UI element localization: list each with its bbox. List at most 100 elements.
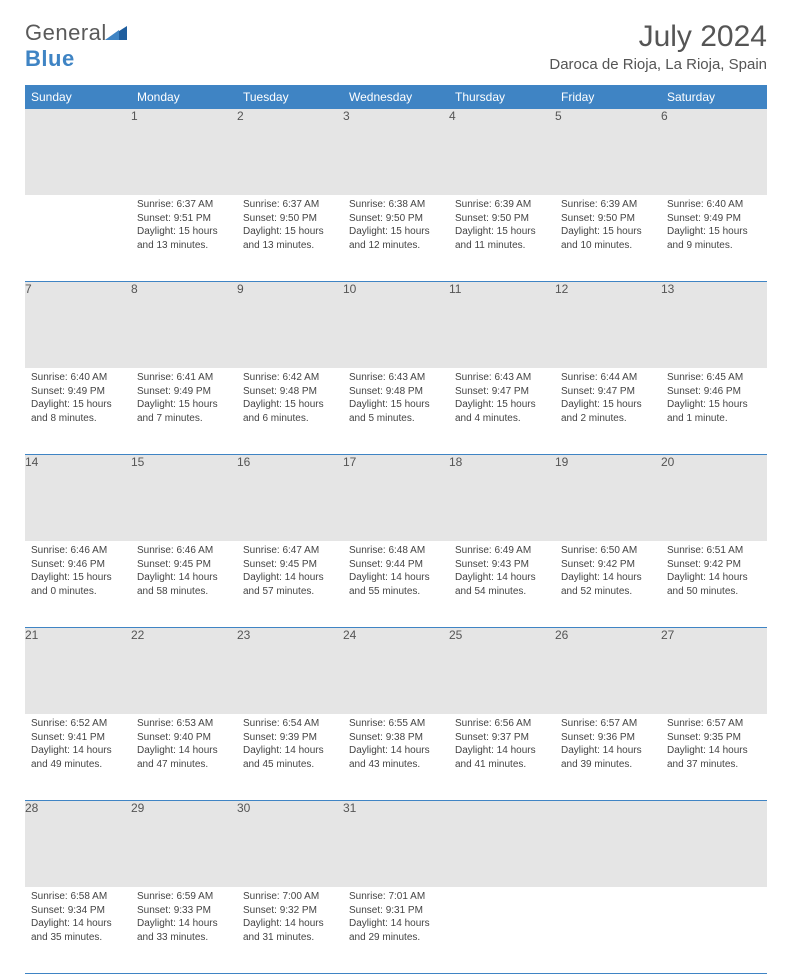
day-cell: Sunrise: 6:58 AMSunset: 9:34 PMDaylight:…	[25, 887, 131, 974]
day-number-cell: 14	[25, 455, 131, 542]
day-number-cell: 11	[449, 282, 555, 369]
day-cell: Sunrise: 6:41 AMSunset: 9:49 PMDaylight:…	[131, 368, 237, 455]
day-number-cell: 30	[237, 801, 343, 888]
day-cell: Sunrise: 6:52 AMSunset: 9:41 PMDaylight:…	[25, 714, 131, 801]
brand-text: GeneralBlue	[25, 20, 127, 72]
weekday-header: Thursday	[449, 85, 555, 109]
day-number-row: 123456	[25, 109, 767, 195]
day-cell-content: Sunrise: 6:45 AMSunset: 9:46 PMDaylight:…	[661, 368, 767, 431]
day-cell-content: Sunrise: 6:57 AMSunset: 9:35 PMDaylight:…	[661, 714, 767, 777]
logo-triangle-icon	[105, 24, 127, 40]
day-number-cell: 3	[343, 109, 449, 195]
day-number-cell: 15	[131, 455, 237, 542]
day-cell-content: Sunrise: 6:39 AMSunset: 9:50 PMDaylight:…	[555, 195, 661, 258]
day-number-cell: 2	[237, 109, 343, 195]
day-cell: Sunrise: 6:45 AMSunset: 9:46 PMDaylight:…	[661, 368, 767, 455]
day-cell-content: Sunrise: 6:37 AMSunset: 9:51 PMDaylight:…	[131, 195, 237, 258]
day-cell-content: Sunrise: 6:49 AMSunset: 9:43 PMDaylight:…	[449, 541, 555, 604]
weekday-header: Sunday	[25, 85, 131, 109]
day-cell-content: Sunrise: 6:46 AMSunset: 9:46 PMDaylight:…	[25, 541, 131, 604]
day-cell: Sunrise: 6:53 AMSunset: 9:40 PMDaylight:…	[131, 714, 237, 801]
day-cell-content: Sunrise: 6:57 AMSunset: 9:36 PMDaylight:…	[555, 714, 661, 777]
day-number-cell: 27	[661, 628, 767, 715]
brand-logo: GeneralBlue	[25, 20, 127, 72]
day-cell: Sunrise: 6:40 AMSunset: 9:49 PMDaylight:…	[661, 195, 767, 282]
day-cell-content: Sunrise: 6:46 AMSunset: 9:45 PMDaylight:…	[131, 541, 237, 604]
day-number-cell: 9	[237, 282, 343, 369]
weekday-header: Friday	[555, 85, 661, 109]
day-number-cell: 22	[131, 628, 237, 715]
day-number-cell	[25, 109, 131, 195]
day-number-cell: 8	[131, 282, 237, 369]
day-cell-content: Sunrise: 6:58 AMSunset: 9:34 PMDaylight:…	[25, 887, 131, 950]
day-cell-content: Sunrise: 6:39 AMSunset: 9:50 PMDaylight:…	[449, 195, 555, 258]
day-cell	[661, 887, 767, 974]
day-cell-content: Sunrise: 7:00 AMSunset: 9:32 PMDaylight:…	[237, 887, 343, 950]
day-number-cell: 5	[555, 109, 661, 195]
day-cell-content: Sunrise: 6:55 AMSunset: 9:38 PMDaylight:…	[343, 714, 449, 777]
day-cell	[25, 195, 131, 282]
day-cell: Sunrise: 6:46 AMSunset: 9:45 PMDaylight:…	[131, 541, 237, 628]
day-cell: Sunrise: 6:38 AMSunset: 9:50 PMDaylight:…	[343, 195, 449, 282]
weekday-header: Monday	[131, 85, 237, 109]
day-cell: Sunrise: 6:39 AMSunset: 9:50 PMDaylight:…	[449, 195, 555, 282]
day-number-cell	[449, 801, 555, 888]
day-cell: Sunrise: 7:00 AMSunset: 9:32 PMDaylight:…	[237, 887, 343, 974]
day-number-cell: 18	[449, 455, 555, 542]
day-cell-content: Sunrise: 6:40 AMSunset: 9:49 PMDaylight:…	[661, 195, 767, 258]
day-number-cell: 24	[343, 628, 449, 715]
day-number-cell: 31	[343, 801, 449, 888]
day-content-row: Sunrise: 6:37 AMSunset: 9:51 PMDaylight:…	[25, 195, 767, 282]
day-cell: Sunrise: 6:43 AMSunset: 9:48 PMDaylight:…	[343, 368, 449, 455]
day-cell-content: Sunrise: 6:42 AMSunset: 9:48 PMDaylight:…	[237, 368, 343, 431]
day-cell-content: Sunrise: 6:51 AMSunset: 9:42 PMDaylight:…	[661, 541, 767, 604]
day-number-cell: 28	[25, 801, 131, 888]
brand-part1: General	[25, 20, 107, 45]
day-number-row: 21222324252627	[25, 628, 767, 715]
calendar-body: 123456Sunrise: 6:37 AMSunset: 9:51 PMDay…	[25, 109, 767, 974]
day-cell: Sunrise: 6:43 AMSunset: 9:47 PMDaylight:…	[449, 368, 555, 455]
day-cell: Sunrise: 6:40 AMSunset: 9:49 PMDaylight:…	[25, 368, 131, 455]
day-number-cell: 13	[661, 282, 767, 369]
day-number-row: 78910111213	[25, 282, 767, 369]
weekday-header: Wednesday	[343, 85, 449, 109]
day-cell-content: Sunrise: 6:47 AMSunset: 9:45 PMDaylight:…	[237, 541, 343, 604]
header: GeneralBlue July 2024 Daroca de Rioja, L…	[25, 20, 767, 73]
day-cell: Sunrise: 6:48 AMSunset: 9:44 PMDaylight:…	[343, 541, 449, 628]
day-cell-content: Sunrise: 6:41 AMSunset: 9:49 PMDaylight:…	[131, 368, 237, 431]
day-cell: Sunrise: 6:39 AMSunset: 9:50 PMDaylight:…	[555, 195, 661, 282]
weekday-header-row: SundayMondayTuesdayWednesdayThursdayFrid…	[25, 85, 767, 109]
day-content-row: Sunrise: 6:40 AMSunset: 9:49 PMDaylight:…	[25, 368, 767, 455]
day-cell-content: Sunrise: 6:53 AMSunset: 9:40 PMDaylight:…	[131, 714, 237, 777]
day-number-cell: 1	[131, 109, 237, 195]
day-cell: Sunrise: 6:37 AMSunset: 9:50 PMDaylight:…	[237, 195, 343, 282]
day-cell: Sunrise: 6:37 AMSunset: 9:51 PMDaylight:…	[131, 195, 237, 282]
day-cell: Sunrise: 6:49 AMSunset: 9:43 PMDaylight:…	[449, 541, 555, 628]
day-cell: Sunrise: 6:54 AMSunset: 9:39 PMDaylight:…	[237, 714, 343, 801]
day-number-row: 28293031	[25, 801, 767, 888]
day-number-cell: 7	[25, 282, 131, 369]
day-cell-content: Sunrise: 6:43 AMSunset: 9:48 PMDaylight:…	[343, 368, 449, 431]
day-content-row: Sunrise: 6:52 AMSunset: 9:41 PMDaylight:…	[25, 714, 767, 801]
day-cell-content: Sunrise: 6:38 AMSunset: 9:50 PMDaylight:…	[343, 195, 449, 258]
day-content-row: Sunrise: 6:58 AMSunset: 9:34 PMDaylight:…	[25, 887, 767, 974]
day-cell: Sunrise: 6:47 AMSunset: 9:45 PMDaylight:…	[237, 541, 343, 628]
day-cell-content: Sunrise: 6:50 AMSunset: 9:42 PMDaylight:…	[555, 541, 661, 604]
day-number-cell: 29	[131, 801, 237, 888]
day-cell	[449, 887, 555, 974]
day-cell-content: Sunrise: 6:44 AMSunset: 9:47 PMDaylight:…	[555, 368, 661, 431]
day-cell: Sunrise: 6:59 AMSunset: 9:33 PMDaylight:…	[131, 887, 237, 974]
weekday-header: Saturday	[661, 85, 767, 109]
day-cell-content: Sunrise: 6:54 AMSunset: 9:39 PMDaylight:…	[237, 714, 343, 777]
day-cell: Sunrise: 6:44 AMSunset: 9:47 PMDaylight:…	[555, 368, 661, 455]
day-cell: Sunrise: 6:55 AMSunset: 9:38 PMDaylight:…	[343, 714, 449, 801]
day-number-cell: 10	[343, 282, 449, 369]
day-cell-content: Sunrise: 6:59 AMSunset: 9:33 PMDaylight:…	[131, 887, 237, 950]
title-block: July 2024 Daroca de Rioja, La Rioja, Spa…	[549, 20, 767, 73]
day-number-row: 14151617181920	[25, 455, 767, 542]
day-number-cell: 16	[237, 455, 343, 542]
day-number-cell	[661, 801, 767, 888]
location-text: Daroca de Rioja, La Rioja, Spain	[549, 56, 767, 73]
day-number-cell	[555, 801, 661, 888]
day-number-cell: 4	[449, 109, 555, 195]
